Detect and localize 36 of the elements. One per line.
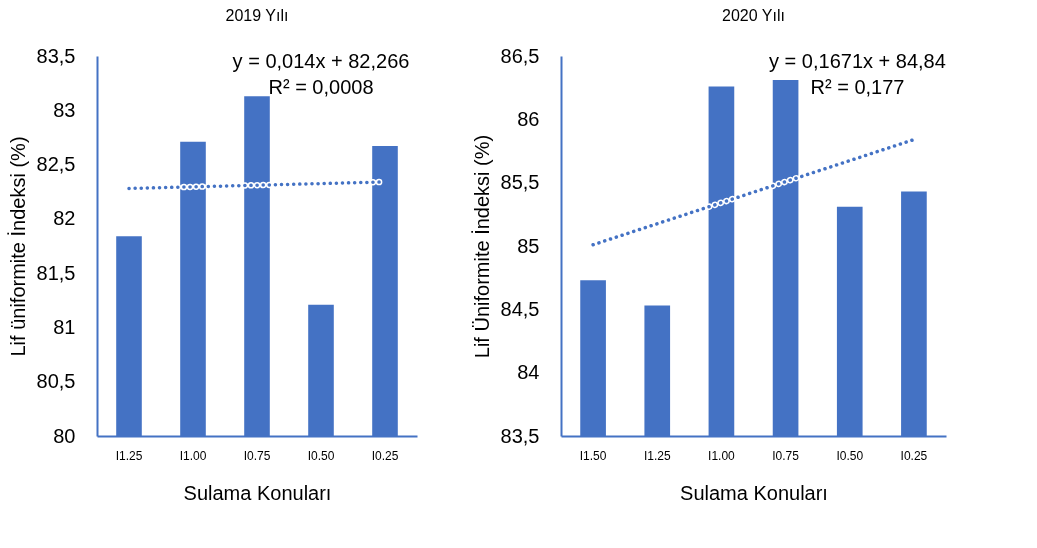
- x-tick-label: I1.25: [643, 448, 671, 463]
- x-tick-label: I1.50: [579, 448, 607, 463]
- x-tick-label: I0.25: [371, 448, 399, 463]
- y-tick-label: 85,5: [500, 171, 540, 194]
- y-tick-label: 83,5: [500, 424, 540, 447]
- y-tick-label: 84,5: [500, 297, 540, 320]
- annotation: y = 0,014x + 82,266: [232, 50, 410, 72]
- x-tick-label: I1.25: [115, 448, 143, 463]
- y-tick-label: 83: [53, 98, 76, 121]
- x-tick-label: I1.00: [708, 448, 736, 463]
- y-tick-label: 86,5: [500, 44, 540, 67]
- y-tick-label: 81: [53, 315, 76, 338]
- x-axis-title: Sulama Konuları: [680, 481, 828, 504]
- y-tick-label: 82,5: [36, 153, 76, 176]
- y-tick-label: 83,5: [36, 44, 76, 67]
- annotation: R² = 0,177: [810, 76, 905, 98]
- y-tick-label: 86: [517, 107, 540, 130]
- y-tick-label: 85: [517, 234, 540, 257]
- x-tick-label: I0.75: [772, 448, 800, 463]
- y-axis-title: Lif üniformite İndeksi (%): [6, 136, 29, 357]
- x-tick-label: I1.00: [179, 448, 207, 463]
- x-tick-label: I0.50: [307, 448, 335, 463]
- y-tick-label: 81,5: [36, 261, 76, 284]
- y-tick-label: 80,5: [36, 370, 76, 393]
- x-tick-label: I0.25: [900, 448, 928, 463]
- annotation: y = 0,1671x + 84,84: [769, 50, 946, 72]
- x-tick-label: I0.75: [243, 448, 271, 463]
- annotation: R² = 0,0008: [268, 76, 374, 98]
- y-tick-label: 84: [517, 361, 540, 384]
- y-tick-label: 82: [53, 207, 76, 230]
- x-tick-label: I0.50: [836, 448, 864, 463]
- y-tick-label: 80: [53, 424, 76, 447]
- x-axis-title: Sulama Konuları: [183, 481, 332, 504]
- chart-title: 2019 Yılı: [225, 7, 289, 24]
- chart-title: 2020 Yılı: [722, 7, 785, 24]
- y-axis-title: Lif Üniformite İndeksi (%): [470, 134, 493, 359]
